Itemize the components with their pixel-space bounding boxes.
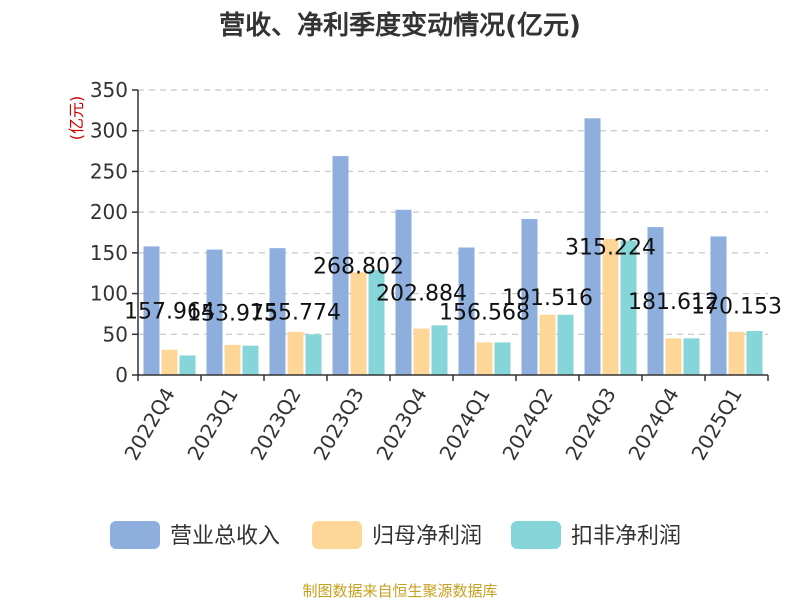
bar-1-2022Q4 — [143, 246, 160, 375]
source-note: 制图数据来自恒生聚源数据库 — [302, 582, 497, 600]
data-label: 170.153 — [691, 295, 782, 320]
bar-1-2024Q1 — [458, 247, 475, 375]
bar-1-2025Q1 — [710, 236, 727, 375]
bar-2-2023Q2 — [287, 331, 304, 375]
y-tick-label: 100 — [90, 282, 128, 306]
bar-3-2024Q3 — [620, 240, 637, 375]
bar-1-2023Q4 — [395, 209, 412, 375]
legend-label: 归母净利润 — [372, 524, 482, 549]
x-tick-label: 2025Q1 — [686, 384, 746, 465]
bar-3-2024Q2 — [557, 314, 574, 375]
bars — [143, 118, 763, 375]
chart-title: 营收、净利季度变动情况(亿元) — [219, 10, 581, 41]
legend-label: 扣非净利润 — [571, 524, 681, 549]
bar-2-2023Q1 — [224, 344, 241, 375]
data-label: 202.884 — [376, 281, 467, 306]
data-label: 315.224 — [565, 236, 656, 261]
bar-2-2025Q1 — [728, 331, 745, 375]
bar-2-2024Q2 — [539, 314, 556, 375]
bar-2-2024Q3 — [602, 239, 619, 375]
data-label: 153.975 — [187, 301, 278, 326]
x-tick-label: 2023Q2 — [245, 384, 305, 465]
bar-3-2023Q3 — [368, 269, 385, 375]
bar-3-2022Q4 — [179, 355, 196, 375]
data-label: 155.774 — [250, 301, 341, 326]
x-tick-label: 2022Q4 — [119, 384, 179, 465]
bar-1-2024Q2 — [521, 219, 538, 375]
y-tick-label: 200 — [90, 200, 128, 224]
legend-swatch — [312, 521, 362, 549]
y-tick-label: 250 — [90, 159, 128, 183]
y-tick-label: 150 — [90, 241, 128, 265]
bar-2-2024Q4 — [665, 338, 682, 375]
bar-1-2024Q4 — [647, 227, 664, 375]
data-label: 157.964 — [124, 300, 215, 325]
legend: 营业总收入 归母净利润 扣非净利润 — [110, 521, 681, 549]
bar-1-2023Q2 — [269, 248, 286, 375]
x-tick-label: 2024Q2 — [497, 384, 557, 465]
bar-1-2023Q3 — [332, 156, 349, 375]
y-tick-label: 50 — [103, 322, 128, 346]
data-label: 181.612 — [628, 290, 719, 315]
bar-2-2023Q4 — [413, 328, 430, 375]
grid-lines — [138, 89, 768, 335]
legend-swatch — [110, 521, 160, 549]
x-tick-label: 2023Q3 — [308, 384, 368, 465]
bar-2-2024Q1 — [476, 342, 493, 375]
y-tick-label: 0 — [115, 363, 128, 387]
y-tick-label: 350 — [90, 78, 128, 102]
x-tick-label: 2023Q4 — [371, 384, 431, 465]
y-axis-unit: (亿元) — [67, 96, 86, 141]
y-tick-label: 300 — [90, 119, 128, 143]
bar-2-2023Q3 — [350, 272, 367, 375]
legend-label: 营业总收入 — [170, 524, 280, 549]
bar-3-2024Q4 — [683, 338, 700, 375]
data-label: 268.802 — [313, 255, 404, 280]
bar-3-2023Q1 — [242, 345, 259, 375]
bar-2-2022Q4 — [161, 349, 178, 375]
data-label: 191.516 — [502, 286, 593, 311]
bar-3-2024Q1 — [494, 342, 511, 375]
x-tick-label: 2024Q3 — [560, 384, 620, 465]
x-tick-label: 2023Q1 — [182, 384, 242, 465]
x-tick-label: 2024Q1 — [434, 384, 494, 465]
x-tick-label: 2024Q4 — [623, 384, 683, 465]
bar-1-2024Q3 — [584, 118, 601, 375]
legend-swatch — [511, 521, 561, 549]
bar-3-2023Q4 — [431, 325, 448, 375]
bar-3-2023Q2 — [305, 334, 322, 375]
bar-1-2023Q1 — [206, 249, 223, 375]
bar-3-2025Q1 — [746, 331, 763, 375]
data-label: 156.568 — [439, 300, 530, 325]
